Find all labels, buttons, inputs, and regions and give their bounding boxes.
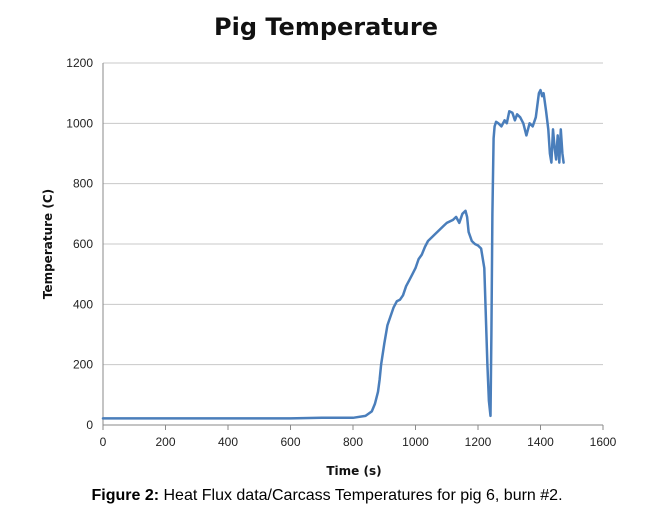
tick-labels: 0 200 400 600 800 1000 1200 0 200 400 600 800 1000 12… [66,56,616,449]
y-tick-label: 1000 [66,116,93,130]
x-tick-label: 1000 [402,435,429,449]
chart-title: Pig Temperature [214,13,438,41]
y-tick-label: 1200 [66,56,93,70]
x-tick-label: 800 [343,435,363,449]
gridlines [103,62,603,366]
x-tick-label: 600 [280,435,300,449]
temperature-series-line [101,88,565,420]
y-tick-label: 600 [73,237,93,251]
x-tick-label: 1200 [465,435,492,449]
x-tick-label: 1400 [527,435,554,449]
y-tick-label: 800 [73,177,93,191]
x-tick-label: 400 [218,435,238,449]
figure-caption: Figure 2: Heat Flux data/Carcass Tempera… [0,487,654,505]
x-tick-label: 1600 [590,435,617,449]
x-tick-label: 200 [155,435,175,449]
x-axis-label: Time (s) [326,464,381,478]
series-layer [101,88,565,420]
caption-text: Heat Flux data/Carcass Temperatures for … [159,487,563,504]
y-axis-label: Temperature (C) [41,189,55,299]
axes [102,63,604,430]
y-tick-label: 400 [73,297,93,311]
y-tick-label: 200 [73,358,93,372]
x-tick-label: 0 [100,435,107,449]
caption-label: Figure 2: [91,487,160,504]
y-tick-label: 0 [86,418,93,432]
